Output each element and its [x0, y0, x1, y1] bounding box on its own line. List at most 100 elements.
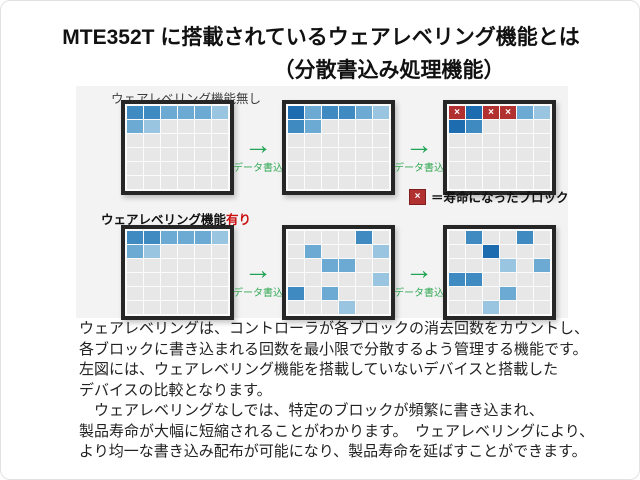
written-block-cell	[288, 106, 304, 119]
written-block-cell	[449, 120, 465, 133]
empty-block-cell	[466, 259, 482, 272]
written-block-cell	[144, 245, 160, 258]
empty-block-cell	[144, 287, 160, 300]
empty-block-cell	[195, 287, 211, 300]
empty-block-cell	[178, 148, 194, 161]
empty-block-cell	[339, 287, 355, 300]
data-write-arrow: → データ書込	[394, 254, 444, 300]
memory-grid-without-state2	[282, 100, 395, 195]
empty-block-cell	[127, 259, 143, 272]
empty-block-cell	[127, 176, 143, 189]
empty-block-cell	[127, 287, 143, 300]
empty-block-cell	[466, 148, 482, 161]
memory-grid-with-state1	[121, 225, 234, 320]
empty-block-cell	[356, 287, 372, 300]
data-write-arrow: → データ書込	[233, 256, 283, 300]
empty-block-cell	[127, 301, 143, 314]
written-block-cell	[500, 259, 516, 272]
empty-block-cell	[195, 134, 211, 147]
page-title: MTE352T に搭載されているウェアレベリング機能とは （分散書込み処理機能）	[1, 21, 639, 84]
written-block-cell	[322, 106, 338, 119]
empty-block-cell	[178, 287, 194, 300]
written-block-cell	[322, 287, 338, 300]
empty-block-cell	[534, 287, 550, 300]
empty-block-cell	[483, 148, 499, 161]
empty-block-cell	[449, 162, 465, 175]
empty-block-cell	[500, 301, 516, 314]
empty-block-cell	[322, 245, 338, 258]
section-label-with-wear-leveling: ウェアレベリング機能有り	[101, 209, 251, 228]
empty-block-cell	[161, 273, 177, 286]
empty-block-cell	[288, 148, 304, 161]
empty-block-cell	[483, 162, 499, 175]
written-block-cell	[356, 106, 372, 119]
written-block-cell	[161, 231, 177, 244]
empty-block-cell	[517, 176, 533, 189]
empty-block-cell	[288, 231, 304, 244]
written-block-cell	[288, 120, 304, 133]
data-write-arrow: → データ書込	[394, 129, 444, 175]
empty-block-cell	[373, 231, 389, 244]
empty-block-cell	[161, 162, 177, 175]
written-block-cell	[161, 106, 177, 119]
empty-block-cell	[161, 245, 177, 258]
empty-block-cell	[212, 134, 228, 147]
diagram-panel: ウェアレベリング機能無し → データ書込 → データ書込 × × × × ＝寿命にな…	[76, 86, 569, 320]
description-text: ウェアレベリングは、コントローラが各ブロックの消去回数をカウントし、 各ブロック…	[79, 319, 594, 463]
arrow-right-icon: →	[405, 129, 433, 160]
description-line: デバイスの比較となります。	[79, 381, 272, 399]
empty-block-cell	[305, 176, 321, 189]
empty-block-cell	[288, 162, 304, 175]
empty-block-cell	[339, 162, 355, 175]
empty-block-cell	[322, 162, 338, 175]
empty-block-cell	[483, 176, 499, 189]
arrow-right-icon: →	[405, 254, 433, 285]
empty-block-cell	[127, 273, 143, 286]
written-block-cell	[127, 245, 143, 258]
empty-block-cell	[322, 120, 338, 133]
empty-block-cell	[466, 245, 482, 258]
empty-block-cell	[356, 148, 372, 161]
written-block-cell	[212, 231, 228, 244]
empty-block-cell	[517, 245, 533, 258]
empty-block-cell	[373, 134, 389, 147]
empty-block-cell	[178, 245, 194, 258]
empty-block-cell	[288, 301, 304, 314]
empty-block-cell	[212, 259, 228, 272]
empty-block-cell	[449, 259, 465, 272]
written-block-cell	[517, 106, 533, 119]
empty-block-cell	[534, 301, 550, 314]
empty-block-cell	[466, 301, 482, 314]
written-block-cell	[127, 120, 143, 133]
written-block-cell	[178, 106, 194, 119]
written-block-cell	[212, 106, 228, 119]
empty-block-cell	[178, 259, 194, 272]
empty-block-cell	[178, 120, 194, 133]
empty-block-cell	[339, 231, 355, 244]
written-block-cell	[127, 106, 143, 119]
empty-block-cell	[449, 134, 465, 147]
empty-block-cell	[339, 176, 355, 189]
arrow-label: データ書込	[233, 288, 283, 299]
written-block-cell	[449, 273, 465, 286]
empty-block-cell	[373, 148, 389, 161]
empty-block-cell	[373, 259, 389, 272]
empty-block-cell	[288, 245, 304, 258]
written-block-cell	[483, 301, 499, 314]
empty-block-cell	[534, 120, 550, 133]
empty-block-cell	[322, 148, 338, 161]
empty-block-cell	[339, 148, 355, 161]
empty-block-cell	[517, 287, 533, 300]
empty-block-cell	[322, 176, 338, 189]
empty-block-cell	[517, 273, 533, 286]
empty-block-cell	[161, 301, 177, 314]
dead-block-icon: ×	[409, 188, 426, 205]
empty-block-cell	[517, 134, 533, 147]
written-block-cell	[534, 106, 550, 119]
empty-block-cell	[144, 134, 160, 147]
empty-block-cell	[305, 259, 321, 272]
empty-block-cell	[500, 148, 516, 161]
empty-block-cell	[500, 176, 516, 189]
memory-grid-with-state3	[443, 225, 556, 320]
dead-block-cell: ×	[449, 106, 465, 119]
